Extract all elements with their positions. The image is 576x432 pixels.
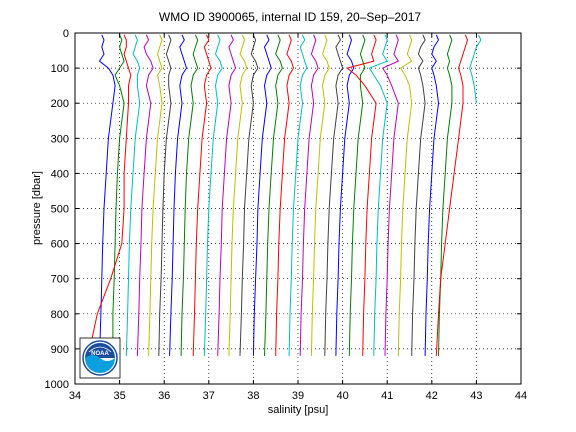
grid-lines xyxy=(75,33,521,384)
x-tick-label: 44 xyxy=(515,390,527,402)
noaa-logo: NOAA xyxy=(79,337,121,379)
profile-line-30 xyxy=(438,34,453,356)
profile-line-3 xyxy=(87,34,132,357)
x-tick-label: 35 xyxy=(113,390,125,402)
profile-line-1 xyxy=(98,34,116,356)
y-tick-label: 700 xyxy=(51,274,69,286)
logo-sky xyxy=(85,343,115,358)
profile-line-25 xyxy=(368,34,388,356)
chart-title: WMO ID 3900065, internal ID 159, 20–Sep–… xyxy=(159,10,421,24)
x-tick-label: 36 xyxy=(158,390,170,402)
profile-line-5 xyxy=(136,34,154,356)
profile-line-23 xyxy=(348,34,366,356)
profile-line-21 xyxy=(324,34,344,356)
x-tick-label: 38 xyxy=(247,390,259,402)
profile-line-9 xyxy=(180,34,199,356)
profile-line-13 xyxy=(228,34,248,356)
profile-series xyxy=(87,34,482,357)
x-tick-label: 37 xyxy=(203,390,215,402)
profile-line-26 xyxy=(381,34,400,356)
y-tick-label: 600 xyxy=(51,239,69,251)
profile-line-32 xyxy=(469,34,482,104)
profile-line-7 xyxy=(158,34,172,356)
profile-line-4 xyxy=(125,34,141,356)
logo-bird xyxy=(88,346,112,353)
profile-line-19 xyxy=(299,34,319,356)
y-tick-label: 400 xyxy=(51,168,69,180)
profile-line-15 xyxy=(252,34,272,356)
profile-line-17 xyxy=(275,34,295,356)
y-tick-label: 800 xyxy=(51,309,69,321)
y-tick-label: 1000 xyxy=(45,379,69,391)
profile-line-16 xyxy=(264,34,283,356)
x-tick-label: 43 xyxy=(470,390,482,402)
x-tick-label: 41 xyxy=(381,390,393,402)
y-tick-label: 900 xyxy=(51,344,69,356)
profile-line-8 xyxy=(169,34,188,356)
profile-line-12 xyxy=(217,34,237,356)
x-axis-label: salinity [psu] xyxy=(268,404,329,416)
x-tick-label: 39 xyxy=(292,390,304,402)
profile-line-29 xyxy=(424,34,440,356)
profile-line-27 xyxy=(397,34,413,356)
profile-line-11 xyxy=(203,34,223,356)
profile-line-10 xyxy=(192,34,212,356)
y-tick-label: 0 xyxy=(63,28,69,40)
y-tick-label: 500 xyxy=(51,204,69,216)
x-tick-label: 34 xyxy=(69,390,81,402)
axis-ticks: 34 35 36 37 38 39 40 41 42 43 44 0 100 200 300 400 500 60… xyxy=(45,28,528,402)
logo-wave xyxy=(85,355,115,373)
profile-line-22 xyxy=(335,34,355,356)
profile-line-14 xyxy=(239,34,259,356)
y-tick-label: 300 xyxy=(51,133,69,145)
profile-line-2 xyxy=(112,34,125,356)
y-tick-label: 200 xyxy=(51,98,69,110)
y-axis-label: pressure [dbar] xyxy=(31,171,43,245)
profile-line-28 xyxy=(411,34,426,356)
x-tick-label: 42 xyxy=(426,390,438,402)
profile-line-6 xyxy=(148,34,163,356)
profile-line-18 xyxy=(288,34,308,356)
profile-line-20 xyxy=(310,34,330,356)
y-tick-label: 100 xyxy=(51,63,69,75)
logo-text: NOAA xyxy=(91,351,109,357)
profile-line-24 xyxy=(346,34,377,356)
x-tick-label: 40 xyxy=(336,390,348,402)
profile-line-31 xyxy=(435,34,469,356)
